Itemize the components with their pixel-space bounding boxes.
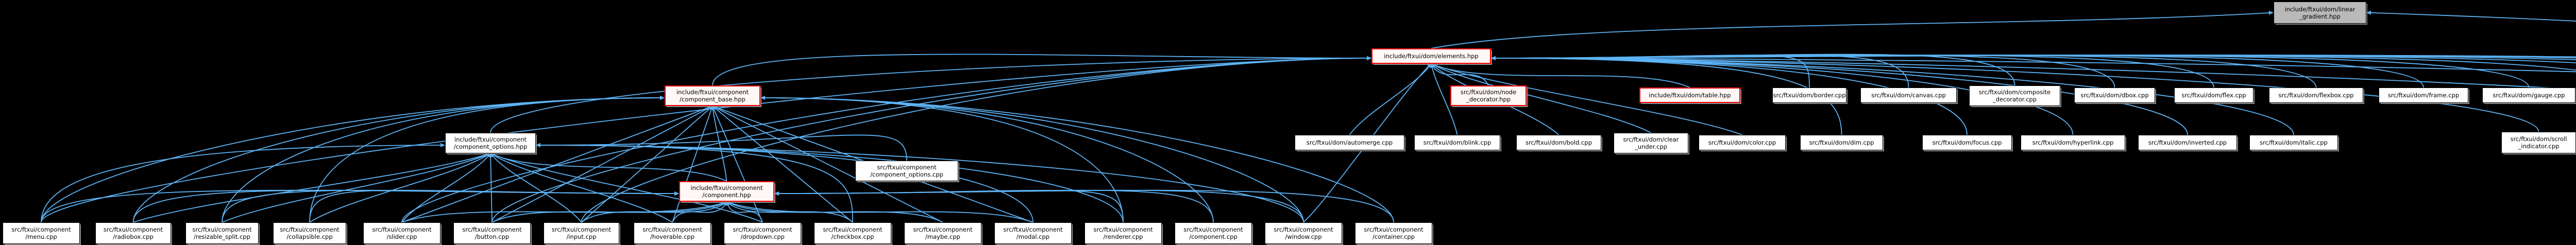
graph-node-maybe[interactable]: src/ftxui/component /maybe.cpp <box>904 222 981 244</box>
graph-node-checkbox[interactable]: src/ftxui/component /checkbox.cpp <box>814 222 891 244</box>
edge-input-to-component_options_hpp <box>489 152 582 223</box>
edge-elements-to-root <box>1431 10 2274 49</box>
edge-node_decorator-to-elements <box>1431 63 1489 86</box>
graph-node-modal[interactable]: src/ftxui/component /modal.cpp <box>994 222 1072 244</box>
graph-node-component_base[interactable]: include/ftxui/component /component_base.… <box>665 85 760 106</box>
edge-modal-to-component_hpp <box>725 201 1033 223</box>
edge-component_options_hpp-to-elements <box>490 56 1371 133</box>
edge-color-to-elements <box>1430 63 1742 135</box>
edge-hoverable-to-component_hpp <box>672 201 727 223</box>
graph-node-component_hpp[interactable]: include/ftxui/component /component.hpp <box>679 181 774 202</box>
edge-renderer-to-component_hpp <box>774 189 1124 223</box>
graph-node-clear_under[interactable]: src/ftxui/dom/clear _under.cpp <box>1614 133 1688 153</box>
edge-renderer-to-component_base <box>760 96 1124 223</box>
edge-dropdown-to-component_options_hpp <box>489 153 763 223</box>
edge-slider-to-elements <box>401 56 1371 223</box>
graph-node-menu[interactable]: src/ftxui/component /menu.cpp <box>3 222 80 244</box>
edge-component_hpp-to-component_options_hpp <box>489 153 727 182</box>
edge-checkbox-to-component_base <box>711 105 853 223</box>
edge-reflect-to-elements <box>1491 55 2576 60</box>
graph-node-component_options_hpp[interactable]: include/ftxui/component /component_optio… <box>445 133 536 153</box>
edge-blink-to-elements <box>1430 63 1458 135</box>
graph-node-elements[interactable]: include/ftxui/dom/elements.hpp <box>1371 48 1491 64</box>
edge-collapsible-to-component_options_hpp <box>309 152 492 223</box>
graph-node-scroll_indicator[interactable]: src/ftxui/dom/scroll _indicator.cpp <box>2501 132 2576 153</box>
edge-component_cpp-to-component_base <box>760 96 1214 223</box>
edge-window-to-component_hpp <box>774 189 1304 223</box>
edge-linear_gradient_cpp-to-elements <box>1491 56 2576 73</box>
graph-node-gauge[interactable]: src/ftxui/dom/gauge.cpp <box>2482 87 2575 103</box>
graph-node-container[interactable]: src/ftxui/component /container.cpp <box>1355 222 1432 244</box>
edge-container-to-component_hpp <box>774 189 1394 223</box>
graph-node-renderer[interactable]: src/ftxui/component /renderer.cpp <box>1084 222 1162 244</box>
graph-node-dbox[interactable]: src/ftxui/dom/dbox.cpp <box>2074 87 2155 103</box>
graph-node-table_hpp[interactable]: include/ftxui/dom/table.hpp <box>1639 87 1740 103</box>
edge-button-to-elements <box>492 56 1371 223</box>
graph-node-input[interactable]: src/ftxui/component /input.cpp <box>544 222 619 244</box>
edge-linear_gradient_cpp-to-root <box>2366 10 2576 22</box>
edge-input-to-component_hpp <box>581 201 728 223</box>
edge-resizable_split-to-component_hpp <box>222 189 679 223</box>
edge-clear_under-to-elements <box>1430 63 1651 133</box>
graph-node-border[interactable]: src/ftxui/dom/border.cpp <box>1772 87 1846 103</box>
edge-dropdown-to-component_hpp <box>725 201 763 223</box>
edge-collapsible-to-component_base <box>309 96 665 223</box>
graph-node-bold[interactable]: src/ftxui/dom/bold.cpp <box>1516 135 1601 150</box>
edge-maybe-to-component_base <box>711 106 943 223</box>
edge-component_hpp-to-component_base <box>710 105 727 182</box>
edge-slider-to-component_options_hpp <box>401 152 492 223</box>
edge-button-to-component_options_hpp <box>488 152 493 223</box>
graph-node-hyperlink[interactable]: src/ftxui/dom/hyperlink.cpp <box>2021 135 2125 150</box>
graph-node-italic[interactable]: src/ftxui/dom/italic.cpp <box>2249 135 2338 150</box>
edge-slider-to-component_base <box>401 105 714 223</box>
graph-node-blink[interactable]: src/ftxui/dom/blink.cpp <box>1414 135 1500 150</box>
edge-input-to-component_base <box>581 105 714 223</box>
graph-node-slider[interactable]: src/ftxui/component /slider.cpp <box>363 222 440 244</box>
edge-automerge-to-elements <box>1349 63 1432 135</box>
graph-node-node_decorator[interactable]: src/ftxui/dom/node _decorator.hpp <box>1450 85 1527 106</box>
graph-node-dropdown[interactable]: src/ftxui/component /dropdown.cpp <box>724 222 801 244</box>
graph-node-dim[interactable]: src/ftxui/dom/dim.cpp <box>1800 135 1883 150</box>
edge-selection_style-to-elements <box>1491 56 2576 90</box>
graph-node-component_options_cpp[interactable]: src/ftxui/component /component_options.c… <box>855 161 958 181</box>
graph-node-hoverable[interactable]: src/ftxui/component /hoverable.cpp <box>634 222 711 244</box>
edge-component_options_cpp-to-component_options_hpp <box>536 134 907 161</box>
edge-button-to-component_hpp <box>492 201 728 223</box>
edge-menu-to-component_options_hpp <box>41 143 445 223</box>
graph-node-flexbox[interactable]: src/ftxui/dom/flexbox.cpp <box>2269 87 2363 103</box>
edge-container-to-component_base <box>760 96 1394 223</box>
edge-radiobox-to-component_options_hpp <box>133 152 492 223</box>
graph-node-resizable_split[interactable]: src/ftxui/component /resizable_split.cpp <box>185 222 259 244</box>
graph-node-automerge[interactable]: src/ftxui/dom/automerge.cpp <box>1295 135 1404 150</box>
edge-window-to-component_base <box>760 96 1304 223</box>
edge-resizable_split-to-component_base <box>222 96 665 223</box>
edge-italic-to-elements <box>1491 56 2294 135</box>
edge-window-to-component_options_hpp <box>536 143 1304 223</box>
edge-component_base-to-elements <box>712 54 1371 86</box>
graph-node-frame[interactable]: src/ftxui/dom/frame.cpp <box>2379 87 2468 103</box>
graph-node-component_cpp[interactable]: src/ftxui/component /component.cpp <box>1175 222 1252 244</box>
graph-node-root[interactable]: include/ftxui/dom/linear _gradient.hpp <box>2274 2 2366 24</box>
edge-menu-to-elements <box>41 56 1371 223</box>
graph-node-color[interactable]: src/ftxui/dom/color.cpp <box>1699 135 1786 150</box>
graph-node-flex[interactable]: src/ftxui/dom/flex.cpp <box>2174 87 2253 103</box>
graph-node-canvas_cpp[interactable]: src/ftxui/dom/canvas.cpp <box>1860 87 1957 103</box>
edge-table_hpp-to-elements <box>1430 63 1690 88</box>
graph-node-radiobox[interactable]: src/ftxui/component /radiobox.cpp <box>95 222 171 244</box>
edge-hoverable-to-component_options_hpp <box>489 152 673 223</box>
edge-button-to-component_base <box>492 106 714 223</box>
edge-component_cpp-to-component_hpp <box>774 189 1214 223</box>
graph-node-button[interactable]: src/ftxui/component /button.cpp <box>453 222 531 244</box>
graph-node-inverted[interactable]: src/ftxui/dom/inverted.cpp <box>2138 135 2237 150</box>
edge-radiobox-to-component_base <box>132 96 665 223</box>
graph-node-window[interactable]: src/ftxui/component /window.cpp <box>1265 222 1342 244</box>
edge-resizable_split-to-component_options_hpp <box>222 153 492 223</box>
graph-node-collapsible[interactable]: src/ftxui/component /collapsible.cpp <box>273 222 346 244</box>
graph-node-composite_decorator[interactable]: src/ftxui/dom/composite _decorator.cpp <box>1969 85 2060 106</box>
graph-node-focus[interactable]: src/ftxui/dom/focus.cpp <box>1922 135 2012 150</box>
